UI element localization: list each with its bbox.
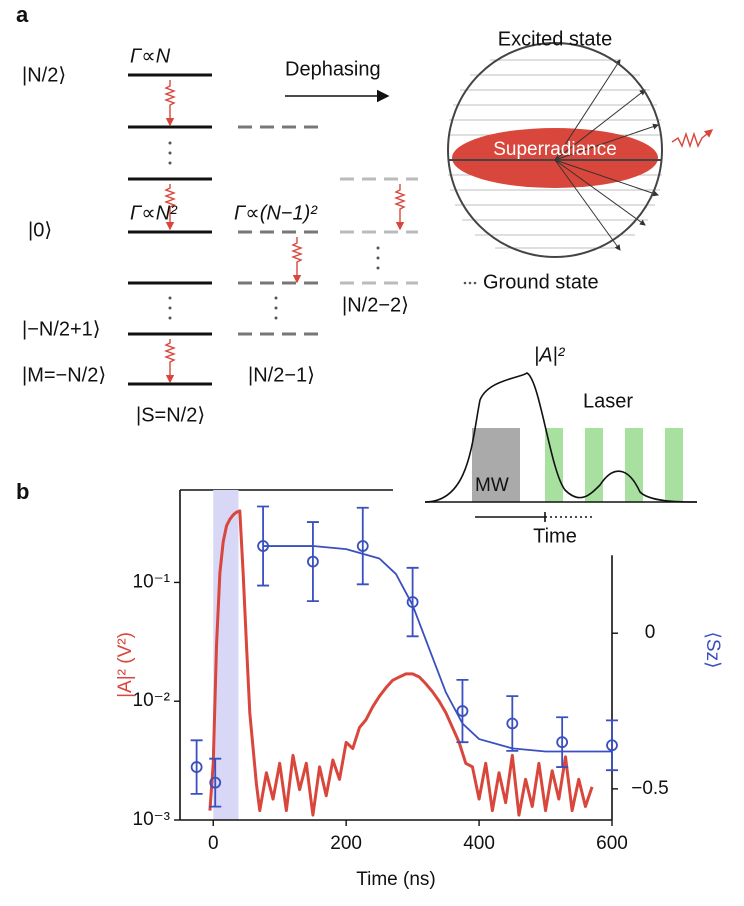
data-point (190, 761, 203, 773)
error-bar (506, 695, 519, 752)
arrow-label: Dephasing (285, 58, 381, 80)
inset-label: Laser (583, 390, 633, 412)
ellipse-label: Superradiance (493, 139, 617, 160)
y2-axis-label: ⟨Sz⟩ (702, 632, 723, 669)
data-point (456, 705, 469, 717)
state-label: |0⟩ (28, 219, 52, 241)
error-bar (306, 521, 319, 603)
bloch-sphere (447, 42, 714, 258)
series-line (263, 545, 612, 753)
chart: 0 200 400 600 10⁻³ 10⁻² 10⁻¹ −0.5 0 Time (ns) |A|²… (115, 490, 723, 890)
error-bar (257, 505, 270, 587)
sphere-label: Excited state (498, 28, 613, 50)
state-label: |−N/2+1⟩ (22, 318, 101, 340)
data-point (556, 736, 569, 749)
sphere-label: Ground state (483, 271, 599, 293)
x-tick-label: 200 (330, 833, 362, 854)
panel-label: b (16, 479, 29, 504)
data-point (506, 717, 519, 730)
inset-label: Time (533, 525, 577, 547)
y-axis-label: |A|² (V²) (115, 632, 136, 698)
data-point (606, 739, 618, 752)
y2-tick-label: −0.5 (631, 778, 669, 799)
ladder-levels (128, 73, 477, 386)
rate-label: Γ∝(N−1)² (234, 202, 318, 224)
x-tick-label: 0 (208, 833, 219, 854)
x-tick-label: 600 (596, 833, 628, 854)
error-bar (209, 757, 222, 808)
pulse-inset (424, 372, 698, 522)
series-line (208, 509, 594, 817)
state-label: |N/2⟩ (22, 64, 66, 86)
state-label: |S=N/2⟩ (136, 404, 205, 426)
error-bar (356, 506, 369, 586)
y-tick-label: 10⁻¹ (133, 571, 171, 592)
y-tick-label: 10⁻² (133, 690, 171, 711)
x-tick-label: 400 (463, 833, 495, 854)
data-point (356, 540, 369, 552)
decay-arrows (164, 80, 406, 384)
error-bar (456, 679, 469, 744)
panel-label: a (16, 2, 29, 27)
y2-tick-label: 0 (645, 622, 656, 643)
rate-label: Γ∝N² (130, 202, 178, 224)
error-bar (556, 716, 569, 768)
error-bar (406, 566, 419, 638)
x-axis-label: Time (ns) (356, 869, 436, 890)
rate-label: Γ∝N (130, 45, 171, 67)
state-label: |N/2−2⟩ (342, 294, 409, 316)
panel-a: a |N/2⟩ Γ∝N |0⟩ Γ∝N² Γ∝(N−1)² (16, 2, 714, 547)
inset-label: |A|² (534, 344, 566, 366)
data-point (209, 776, 222, 789)
state-label: |M=−N/2⟩ (22, 364, 106, 386)
state-label: |N/2−1⟩ (248, 364, 315, 386)
error-bar (190, 739, 203, 795)
y-tick-label: 10⁻³ (133, 809, 171, 830)
error-bar (606, 719, 618, 772)
data-point (307, 555, 319, 568)
inset-label: MW (475, 475, 509, 496)
